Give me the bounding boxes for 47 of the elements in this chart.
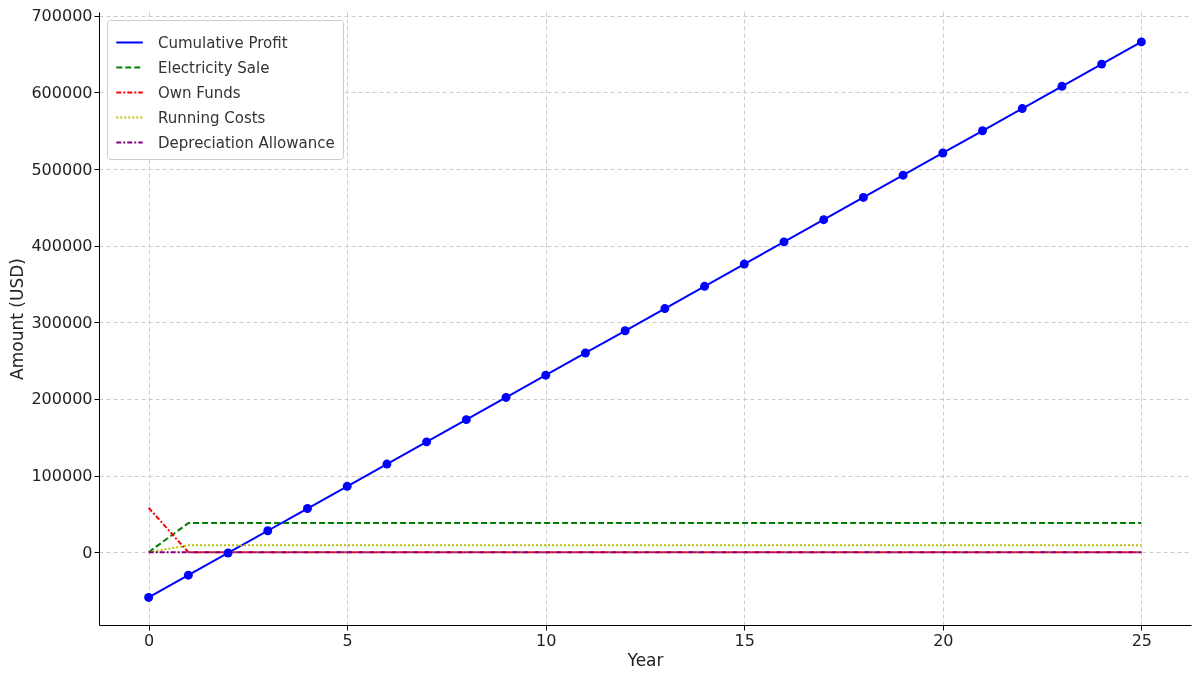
legend-label: Electricity Sale [158,58,270,77]
legend-label: Running Costs [158,108,266,127]
x-tick-label: 20 [933,630,954,650]
legend-label: Cumulative Profit [158,33,288,52]
point [660,304,670,313]
point [700,281,710,291]
point [580,348,590,358]
y-tick-label: 400000 [31,236,93,256]
y-tick-label: 500000 [31,159,93,179]
y-tick-label: 300000 [31,312,93,332]
point [898,170,908,180]
point [739,259,749,269]
point [183,570,193,580]
point [858,192,868,202]
point [779,237,789,247]
x-tick-label: 10 [536,630,557,650]
point [144,592,154,602]
point [223,548,233,558]
point [978,126,987,136]
x-tick-label: 0 [144,630,155,650]
point [461,415,471,425]
x-axis-title: Year [626,649,664,670]
point [422,437,432,447]
point [620,326,630,336]
point [1136,37,1146,47]
point [342,481,352,491]
point [541,370,551,380]
point [263,526,273,536]
y-tick-label: 600000 [31,82,93,102]
point [1017,104,1027,114]
point [1097,59,1107,69]
y-tick-label: 200000 [31,389,93,409]
y-tick-label: 700000 [31,6,93,26]
point [501,392,511,402]
y-tick-label: 100000 [31,466,93,486]
x-tick-label: 5 [342,630,353,650]
point [382,459,392,469]
y-axis-title: Amount (USD) [7,258,28,380]
point [938,148,948,158]
point [819,215,829,225]
y-tick-label: 0 [82,542,93,562]
point [1057,81,1067,91]
legend-label: Depreciation Allowance [158,133,335,152]
x-tick-label: 15 [734,630,755,650]
x-tick-label: 25 [1131,630,1153,650]
legend-label: Own Funds [158,83,241,102]
point [303,504,312,513]
